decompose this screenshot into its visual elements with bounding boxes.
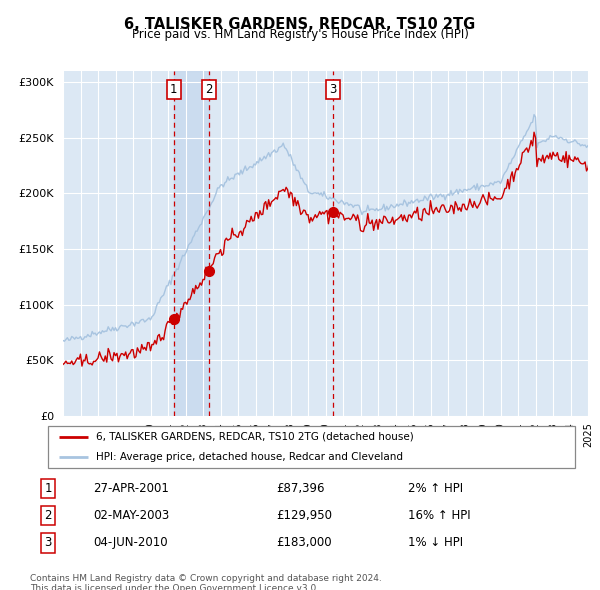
Text: 6, TALISKER GARDENS, REDCAR, TS10 2TG: 6, TALISKER GARDENS, REDCAR, TS10 2TG: [124, 17, 476, 31]
Text: 27-APR-2001: 27-APR-2001: [93, 482, 169, 495]
Text: 2: 2: [205, 83, 212, 96]
Bar: [173, 71, 209, 416]
FancyBboxPatch shape: [48, 426, 575, 468]
Text: £183,000: £183,000: [276, 536, 332, 549]
Text: Contains HM Land Registry data © Crown copyright and database right 2024.: Contains HM Land Registry data © Crown c…: [30, 574, 382, 583]
Text: This data is licensed under the Open Government Licence v3.0.: This data is licensed under the Open Gov…: [30, 584, 319, 590]
Text: 02-MAY-2003: 02-MAY-2003: [93, 509, 169, 522]
Text: £129,950: £129,950: [276, 509, 332, 522]
Text: 1% ↓ HPI: 1% ↓ HPI: [408, 536, 463, 549]
Text: 1: 1: [44, 482, 52, 495]
Text: 2: 2: [44, 509, 52, 522]
Text: 1: 1: [170, 83, 178, 96]
Text: 04-JUN-2010: 04-JUN-2010: [93, 536, 167, 549]
Text: 2% ↑ HPI: 2% ↑ HPI: [408, 482, 463, 495]
Text: 3: 3: [44, 536, 52, 549]
Text: 6, TALISKER GARDENS, REDCAR, TS10 2TG (detached house): 6, TALISKER GARDENS, REDCAR, TS10 2TG (d…: [95, 432, 413, 442]
Text: 16% ↑ HPI: 16% ↑ HPI: [408, 509, 470, 522]
Text: Price paid vs. HM Land Registry's House Price Index (HPI): Price paid vs. HM Land Registry's House …: [131, 28, 469, 41]
Text: 3: 3: [329, 83, 337, 96]
Text: HPI: Average price, detached house, Redcar and Cleveland: HPI: Average price, detached house, Redc…: [95, 452, 403, 462]
Text: £87,396: £87,396: [276, 482, 325, 495]
